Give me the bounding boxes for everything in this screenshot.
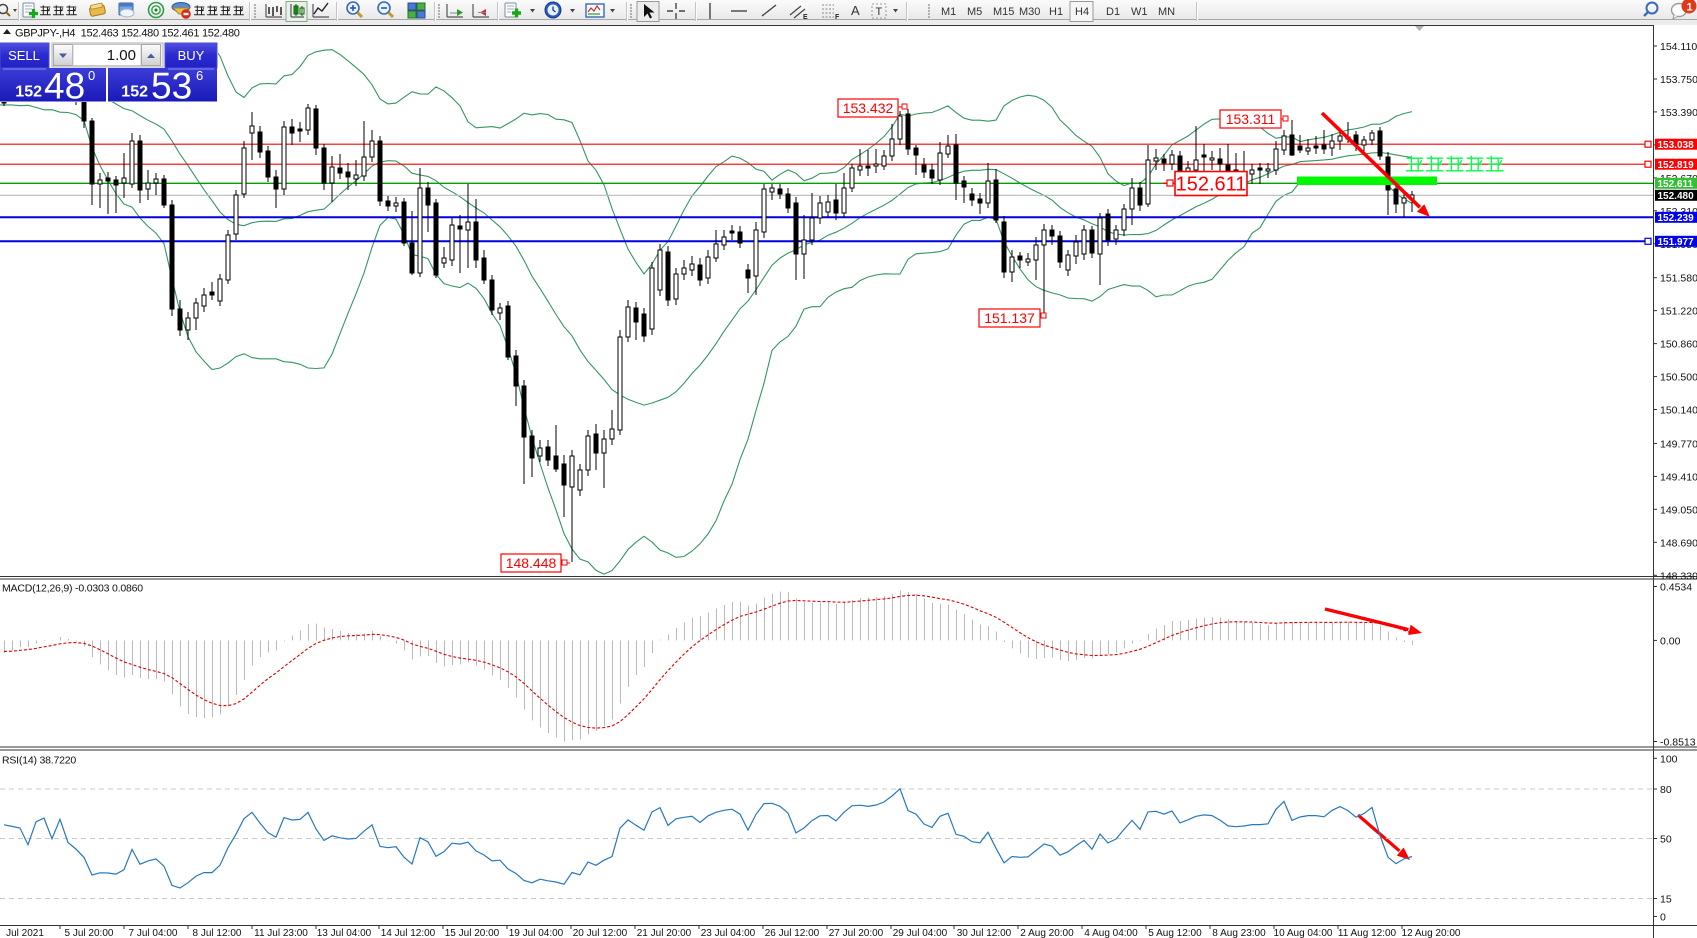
svg-text:100: 100	[1660, 753, 1678, 765]
svg-text:0: 0	[88, 68, 95, 83]
svg-text:M5: M5	[967, 6, 982, 18]
svg-text:50: 50	[1660, 834, 1672, 846]
svg-text:11 Jul 23:00: 11 Jul 23:00	[254, 928, 308, 938]
svg-text:148.690: 148.690	[1660, 537, 1697, 549]
svg-text:149.050: 149.050	[1660, 504, 1697, 516]
svg-text:23 Jul 04:00: 23 Jul 04:00	[701, 928, 756, 938]
svg-text:6: 6	[196, 68, 203, 83]
svg-text:15: 15	[1660, 894, 1672, 906]
svg-text:MACD(12,26,9) -0.0303 0.0860: MACD(12,26,9) -0.0303 0.0860	[2, 583, 143, 595]
svg-text:0: 0	[1660, 912, 1666, 924]
svg-text:152.611: 152.611	[1658, 179, 1694, 190]
svg-text:GBPJPY-,H4 152.463 152.480 15: GBPJPY-,H4 152.463 152.480 152.461 152.4…	[15, 28, 240, 40]
svg-text:D1: D1	[1106, 6, 1120, 18]
svg-text:153.311: 153.311	[1226, 111, 1276, 127]
svg-text:7 Jul 04:00: 7 Jul 04:00	[129, 928, 178, 938]
svg-text:5 Aug 12:00: 5 Aug 12:00	[1148, 928, 1202, 938]
svg-text:20 Jul 12:00: 20 Jul 12:00	[573, 928, 628, 938]
svg-text:M30: M30	[1019, 6, 1040, 18]
svg-text:151.220: 151.220	[1660, 306, 1697, 318]
svg-text:153.038: 153.038	[1658, 140, 1695, 151]
svg-text:30 Jul 12:00: 30 Jul 12:00	[957, 928, 1012, 938]
svg-text:11 Aug 12:00: 11 Aug 12:00	[1338, 928, 1397, 938]
svg-text:152: 152	[15, 84, 42, 101]
svg-text:MN: MN	[1158, 6, 1175, 18]
svg-text:152.239: 152.239	[1658, 213, 1695, 224]
svg-text:48: 48	[44, 66, 85, 107]
svg-text:RSI(14) 38.7220: RSI(14) 38.7220	[2, 755, 76, 767]
svg-text:14 Jul 12:00: 14 Jul 12:00	[381, 928, 436, 938]
svg-text:0.00: 0.00	[1660, 635, 1681, 647]
svg-text:E: E	[803, 14, 808, 21]
svg-text:148.330: 148.330	[1660, 570, 1697, 582]
svg-text:152.611: 152.611	[1176, 174, 1247, 196]
svg-text:2 Aug 20:00: 2 Aug 20:00	[1020, 928, 1074, 938]
svg-text:29 Jul 04:00: 29 Jul 04:00	[893, 928, 948, 938]
svg-text:8 Aug 23:00: 8 Aug 23:00	[1212, 928, 1266, 938]
svg-text:154.110: 154.110	[1660, 41, 1697, 53]
svg-text:W1: W1	[1131, 6, 1148, 18]
svg-text:151.977: 151.977	[1658, 237, 1695, 248]
svg-text:151.580: 151.580	[1660, 273, 1697, 285]
svg-text:19 Jul 04:00: 19 Jul 04:00	[509, 928, 564, 938]
svg-text:F: F	[835, 14, 840, 21]
svg-text:152.819: 152.819	[1658, 160, 1695, 171]
svg-text:1: 1	[1687, 2, 1693, 14]
svg-text:M15: M15	[993, 6, 1014, 18]
svg-text:26 Jul 12:00: 26 Jul 12:00	[765, 928, 820, 938]
svg-text:-0.8513: -0.8513	[1660, 737, 1696, 749]
svg-text:H4: H4	[1075, 6, 1089, 18]
svg-text:21 Jul 20:00: 21 Jul 20:00	[637, 928, 692, 938]
svg-text:150.140: 150.140	[1660, 405, 1697, 417]
svg-text:150.500: 150.500	[1660, 372, 1697, 384]
svg-text:13 Jul 04:00: 13 Jul 04:00	[317, 928, 372, 938]
svg-text:152: 152	[121, 84, 148, 101]
svg-text:12 Aug 20:00: 12 Aug 20:00	[1402, 928, 1461, 938]
svg-text:15 Jul 20:00: 15 Jul 20:00	[445, 928, 500, 938]
svg-text:148.448: 148.448	[506, 555, 557, 571]
svg-text:4 Aug 04:00: 4 Aug 04:00	[1084, 928, 1138, 938]
svg-text:152.480: 152.480	[1658, 191, 1695, 202]
svg-text:SELL: SELL	[8, 48, 40, 63]
svg-text:M1: M1	[941, 6, 956, 18]
svg-text:150.860: 150.860	[1660, 339, 1697, 351]
svg-text:151.137: 151.137	[984, 310, 1035, 326]
svg-text:5 Jul 20:00: 5 Jul 20:00	[65, 928, 114, 938]
svg-text:H1: H1	[1049, 6, 1063, 18]
svg-text:27 Jul 20:00: 27 Jul 20:00	[829, 928, 884, 938]
svg-text:1.00: 1.00	[107, 47, 136, 64]
svg-text:53: 53	[151, 66, 192, 107]
svg-text:153.432: 153.432	[843, 100, 894, 116]
svg-text:149.770: 149.770	[1660, 438, 1697, 450]
svg-text:10 Aug 04:00: 10 Aug 04:00	[1274, 928, 1333, 938]
svg-text:T: T	[876, 6, 883, 18]
svg-text:153.390: 153.390	[1660, 107, 1697, 119]
svg-text:A: A	[851, 3, 860, 18]
svg-text:153.750: 153.750	[1660, 74, 1697, 86]
svg-text:0.4534: 0.4534	[1660, 582, 1692, 594]
svg-text:BUY: BUY	[178, 48, 205, 63]
svg-text:149.410: 149.410	[1660, 471, 1697, 483]
svg-text:8 Jul 12:00: 8 Jul 12:00	[193, 928, 242, 938]
svg-text:Jul 2021: Jul 2021	[6, 928, 44, 938]
svg-text:80: 80	[1660, 784, 1672, 796]
